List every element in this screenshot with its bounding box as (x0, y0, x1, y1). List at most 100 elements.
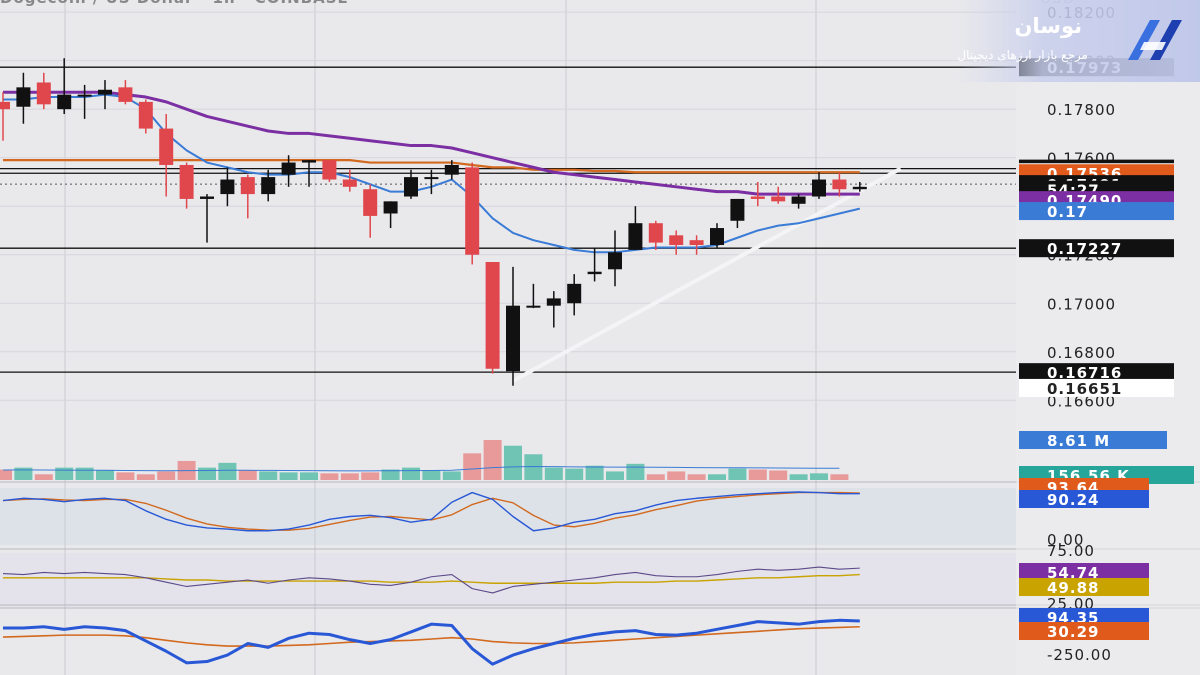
price-tick-label-6: 0.17000 (1047, 295, 1116, 313)
volume-bar-34 (687, 474, 706, 480)
rsi-tag-0: 54.74 (1047, 564, 1099, 582)
ma-mid-line (3, 90, 860, 196)
volume-bar-41 (830, 474, 849, 480)
candle-body-32 (648, 223, 663, 243)
candle-body-24 (485, 262, 500, 369)
candle-body-6 (118, 87, 133, 102)
volume-bar-4 (75, 467, 94, 480)
stoch-tag-1: 90.24 (1047, 491, 1099, 509)
volume-bar-30 (606, 471, 624, 480)
candle-body-13 (261, 177, 276, 195)
volume-bar-0 (0, 469, 12, 480)
candle-body-30 (608, 252, 622, 270)
candle-body-42 (852, 186, 867, 190)
rsi-band-background (0, 553, 1016, 607)
volume-bar-3 (55, 467, 74, 480)
candle-body-15 (302, 160, 316, 163)
volume-bar-22 (442, 471, 461, 480)
brand-name: نوسان (1014, 14, 1082, 38)
price-tag-9: 0.16716 (1047, 364, 1122, 382)
candle-body-1 (16, 87, 31, 107)
price-tag-7: 0.17 (1047, 203, 1088, 221)
volume-bar-25 (504, 445, 522, 480)
candle-body-38 (771, 196, 786, 202)
volume-bar-28 (565, 468, 584, 480)
candle-body-18 (363, 189, 378, 216)
candle-body-26 (526, 305, 541, 308)
volume-bar-18 (361, 472, 380, 480)
candle-body-25 (506, 305, 520, 372)
rsi-tick-label-0: 75.00 (1047, 542, 1095, 560)
volume-bar-35 (708, 474, 726, 480)
candle-body-8 (159, 128, 174, 165)
candle-body-27 (546, 298, 561, 306)
stoch-tag-1-bg (1019, 490, 1149, 508)
candle-body-28 (567, 283, 582, 304)
candle-body-3 (57, 94, 72, 110)
volume-bar-32 (646, 474, 665, 480)
price-tick-label-7: 0.16800 (1047, 344, 1116, 362)
volume-bar-23 (463, 453, 482, 480)
ascending-trendline (512, 166, 902, 383)
candle-body-10 (200, 196, 214, 199)
volume-bar-29 (585, 465, 604, 480)
volume-bar-17 (340, 473, 359, 480)
rsi-tag-1: 49.88 (1047, 579, 1099, 597)
nosan-logo-icon (1128, 20, 1182, 60)
price-tag-8-bg (1019, 239, 1174, 258)
candle-body-22 (444, 164, 459, 175)
price-tag-10-bg (1019, 378, 1174, 397)
candle-body-2 (36, 82, 51, 105)
candle-body-41 (832, 179, 847, 190)
volume-bar-38 (769, 470, 788, 480)
stoch-k-line (2, 491, 860, 532)
candle-body-34 (689, 240, 704, 246)
cci-ma-line (2, 625, 860, 647)
brand-watermark: نوسان مرجع بازار ارزهای دیجیتال (957, 0, 1200, 82)
price-axis-background (1016, 0, 1200, 675)
ma-slow-line (3, 159, 860, 174)
volume-bar-39 (789, 474, 808, 480)
candle-body-21 (424, 177, 439, 180)
cci-line (3, 618, 860, 666)
volume-bar-31 (626, 463, 645, 480)
price-tag-8: 0.17227 (1047, 240, 1122, 258)
candle-body-35 (710, 228, 724, 246)
volume-bar-40 (810, 473, 828, 480)
candle-body-14 (281, 162, 296, 175)
candle-body-37 (750, 196, 765, 199)
cci-tick-label-0: -250.00 (1047, 646, 1112, 664)
candle-body-29 (587, 271, 602, 275)
volume-ma-line (2, 465, 840, 472)
volume-bar-33 (667, 471, 686, 480)
volume-bar-26 (524, 454, 543, 480)
volume-bar-27 (544, 467, 563, 480)
candle-body-17 (342, 179, 357, 187)
volume-bar-37 (748, 469, 767, 480)
volume-bar-21 (422, 470, 441, 480)
cci-tag-1-bg (1019, 622, 1149, 640)
volume-bar-36 (728, 468, 747, 480)
candle-body-39 (791, 196, 806, 204)
cci-tag-1: 30.29 (1047, 623, 1099, 641)
volume-tag-0: 8.61 M (1047, 432, 1110, 450)
candle-body-31 (628, 223, 643, 250)
candle-body-9 (179, 164, 194, 199)
volume-bar-19 (381, 469, 400, 480)
chart-header-title: Dogecoin / US Dollar · 1h · COINBASE (0, 0, 349, 7)
brand-tagline: مرجع بازار ارزهای دیجیتال (957, 48, 1088, 62)
candle-body-0 (0, 101, 10, 110)
price-tick-label-2: 0.17800 (1047, 101, 1116, 119)
candle-body-36 (730, 198, 745, 221)
candle-body-16 (322, 160, 337, 180)
stoch-band-background (0, 488, 1016, 545)
candle-body-4 (77, 94, 92, 97)
volume-bar-13 (259, 471, 278, 480)
volume-bar-24 (483, 440, 502, 480)
volume-bar-20 (402, 467, 420, 480)
price-tag-7-bg (1019, 202, 1174, 221)
cci-tag-0-bg (1019, 608, 1149, 626)
candle-body-11 (220, 179, 235, 195)
